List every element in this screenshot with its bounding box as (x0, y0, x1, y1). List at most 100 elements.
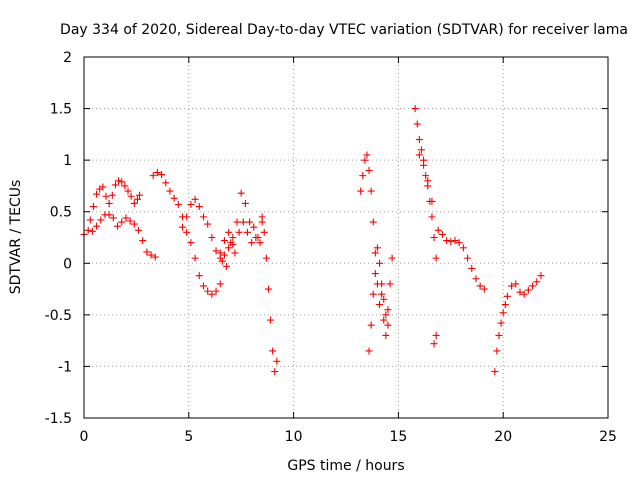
data-point (258, 213, 266, 221)
data-point (495, 331, 503, 339)
data-point (503, 292, 511, 300)
data-point (97, 216, 105, 224)
chart-title: Day 334 of 2020, Sidereal Day-to-day VTE… (60, 22, 628, 38)
data-point (491, 368, 499, 376)
plot-frame (83, 56, 609, 419)
data-point (516, 288, 524, 296)
data-point (365, 166, 373, 174)
data-point (459, 244, 467, 252)
data-point (476, 282, 484, 290)
data-point (415, 151, 423, 159)
data-point (166, 187, 174, 195)
data-point (380, 295, 388, 303)
x-tick-label: 5 (184, 429, 193, 445)
data-point (428, 197, 436, 205)
data-point (114, 222, 122, 230)
data-point (378, 290, 386, 298)
data-point (102, 192, 110, 200)
data-point (93, 222, 101, 230)
data-point (252, 234, 260, 241)
data-point (126, 217, 134, 225)
data-point (93, 190, 101, 198)
x-tick-label: 0 (80, 429, 89, 445)
y-tick-label: 0 (63, 256, 72, 272)
data-point (89, 203, 97, 211)
data-point (133, 195, 141, 203)
data-point (187, 200, 195, 208)
data-points (80, 105, 545, 376)
data-point (143, 248, 151, 256)
data-point (432, 254, 440, 262)
data-point (122, 214, 130, 222)
x-tick-label: 20 (494, 429, 512, 445)
data-point (223, 262, 231, 270)
data-point (524, 286, 532, 294)
data-point (269, 347, 277, 355)
data-point (216, 249, 224, 257)
data-point (438, 230, 446, 238)
data-point (99, 183, 107, 191)
data-point (136, 191, 144, 199)
data-point (127, 192, 135, 200)
y-tick-label: 2 (63, 50, 72, 66)
data-point (365, 347, 373, 355)
data-point (229, 234, 237, 241)
y-tick-label: 1.5 (50, 102, 72, 118)
data-point (468, 264, 476, 272)
data-point (199, 213, 207, 221)
data-point (455, 239, 463, 247)
data-point (130, 199, 138, 207)
data-point (369, 290, 377, 298)
data-point (246, 218, 254, 226)
data-point (124, 187, 132, 195)
data-point (512, 280, 520, 288)
data-point (105, 199, 113, 207)
grid (84, 57, 608, 418)
data-point (212, 247, 220, 255)
axis-ticks: 0 5 10 15 20 25 -1.5 -1 -0.5 0 0.5 1 1.5 2 (45, 50, 617, 445)
data-point (139, 237, 147, 245)
data-point (179, 223, 187, 231)
data-point (88, 227, 96, 235)
data-point (520, 290, 528, 298)
x-tick-label: 10 (285, 429, 303, 445)
y-tick-label: -1.5 (45, 411, 72, 427)
data-point (250, 223, 258, 231)
data-point (499, 309, 507, 317)
data-point (121, 182, 129, 190)
data-point (264, 285, 272, 293)
data-point (493, 347, 501, 355)
data-point (118, 218, 126, 226)
data-point (105, 211, 113, 219)
data-point (212, 287, 220, 295)
data-point (134, 226, 142, 234)
data-point (162, 179, 170, 187)
data-point (363, 151, 371, 159)
data-point (415, 136, 423, 144)
data-point (204, 287, 212, 295)
data-point (237, 189, 245, 197)
data-point (359, 172, 367, 180)
data-point (376, 301, 384, 309)
data-point (447, 238, 455, 246)
data-point (231, 249, 239, 257)
data-point (420, 156, 428, 164)
data-point (361, 156, 369, 164)
data-point (241, 199, 249, 207)
data-point (378, 280, 386, 288)
data-point (501, 301, 509, 309)
data-point (218, 257, 226, 265)
data-point (239, 218, 247, 226)
data-point (443, 237, 451, 245)
data-point (497, 319, 505, 327)
data-point (227, 239, 235, 247)
data-point (108, 191, 116, 199)
data-point (417, 146, 425, 154)
data-point (183, 228, 191, 236)
data-point (187, 239, 195, 247)
y-tick-label: 1 (63, 153, 72, 169)
data-point (384, 306, 392, 314)
data-point (225, 244, 233, 252)
data-point (424, 177, 432, 185)
